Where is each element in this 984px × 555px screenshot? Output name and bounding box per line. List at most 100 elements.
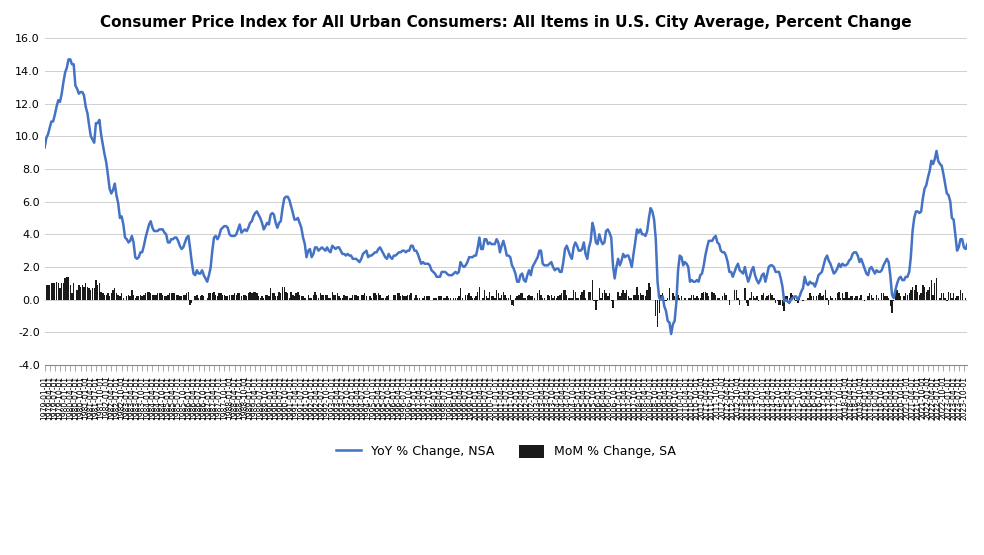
Bar	[524, 298, 526, 300]
Bar	[44, 286, 45, 300]
Bar	[595, 300, 596, 310]
Bar	[400, 296, 401, 300]
Bar	[485, 296, 487, 300]
Bar	[570, 298, 571, 300]
Bar	[93, 288, 94, 300]
Bar	[196, 295, 198, 300]
Bar	[564, 290, 566, 300]
Bar	[406, 295, 408, 300]
Bar	[933, 295, 934, 300]
Bar	[130, 296, 131, 300]
Bar	[376, 295, 377, 300]
Bar	[318, 298, 319, 300]
Bar	[121, 293, 122, 300]
Bar	[940, 298, 941, 300]
Bar	[229, 295, 230, 300]
Bar	[561, 293, 562, 300]
Bar	[335, 295, 337, 300]
Bar	[332, 291, 333, 300]
Bar	[491, 296, 492, 300]
Bar	[73, 284, 75, 300]
Bar	[799, 296, 800, 300]
Bar	[526, 296, 528, 300]
Bar	[292, 295, 293, 300]
Bar	[568, 298, 569, 300]
Bar	[160, 293, 161, 300]
Bar	[198, 298, 200, 300]
Bar	[98, 284, 100, 300]
Bar	[715, 295, 716, 300]
Bar	[316, 295, 318, 300]
Bar	[441, 296, 443, 300]
Bar	[200, 296, 201, 300]
Bar	[436, 298, 438, 300]
Bar	[834, 298, 836, 300]
Bar	[549, 296, 550, 300]
Bar	[50, 284, 52, 300]
Bar	[424, 296, 425, 300]
Bar	[774, 300, 776, 303]
Bar	[138, 296, 140, 300]
Bar	[477, 291, 478, 300]
Bar	[235, 295, 237, 300]
Bar	[531, 296, 533, 300]
Bar	[140, 295, 141, 300]
Bar	[267, 295, 268, 300]
Bar	[831, 298, 832, 300]
Bar	[637, 286, 638, 300]
Bar	[499, 298, 501, 300]
Bar	[943, 293, 944, 300]
Bar	[920, 293, 922, 300]
Bar	[528, 295, 529, 300]
Bar	[688, 298, 689, 300]
Bar	[84, 286, 85, 300]
Bar	[70, 285, 71, 300]
Bar	[665, 300, 667, 301]
Bar	[813, 296, 814, 300]
Bar	[883, 293, 885, 300]
Bar	[729, 300, 730, 305]
Bar	[771, 295, 772, 300]
Bar	[580, 295, 582, 300]
Bar	[965, 298, 966, 300]
Bar	[80, 286, 82, 300]
Bar	[649, 286, 651, 300]
Bar	[769, 293, 771, 300]
Bar	[530, 296, 531, 300]
Bar	[919, 295, 920, 300]
Bar	[274, 293, 275, 300]
Bar	[145, 293, 147, 300]
Bar	[304, 298, 305, 300]
Bar	[696, 296, 698, 300]
Bar	[841, 293, 843, 300]
Bar	[869, 293, 871, 300]
Bar	[489, 291, 490, 300]
Bar	[725, 295, 726, 300]
Bar	[926, 291, 927, 300]
Bar	[457, 298, 458, 300]
Bar	[152, 295, 154, 300]
Bar	[45, 285, 47, 300]
Bar	[350, 298, 351, 300]
Bar	[355, 295, 357, 300]
Bar	[492, 296, 494, 300]
Bar	[239, 293, 240, 300]
Bar	[966, 295, 968, 300]
Title: Consumer Price Index for All Urban Consumers: All Items in U.S. City Average, Pe: Consumer Price Index for All Urban Consu…	[100, 15, 912, 30]
Bar	[484, 290, 485, 300]
Bar	[929, 286, 931, 300]
Bar	[828, 300, 830, 305]
Bar	[184, 295, 186, 300]
Bar	[150, 293, 152, 300]
Bar	[946, 300, 948, 301]
Bar	[191, 300, 193, 303]
Bar	[85, 284, 87, 300]
Bar	[609, 293, 610, 300]
Bar	[422, 298, 424, 300]
Bar	[388, 295, 390, 300]
Bar	[47, 285, 48, 300]
Bar	[852, 296, 853, 300]
Bar	[459, 296, 460, 300]
Bar	[903, 296, 904, 300]
Bar	[896, 290, 897, 300]
